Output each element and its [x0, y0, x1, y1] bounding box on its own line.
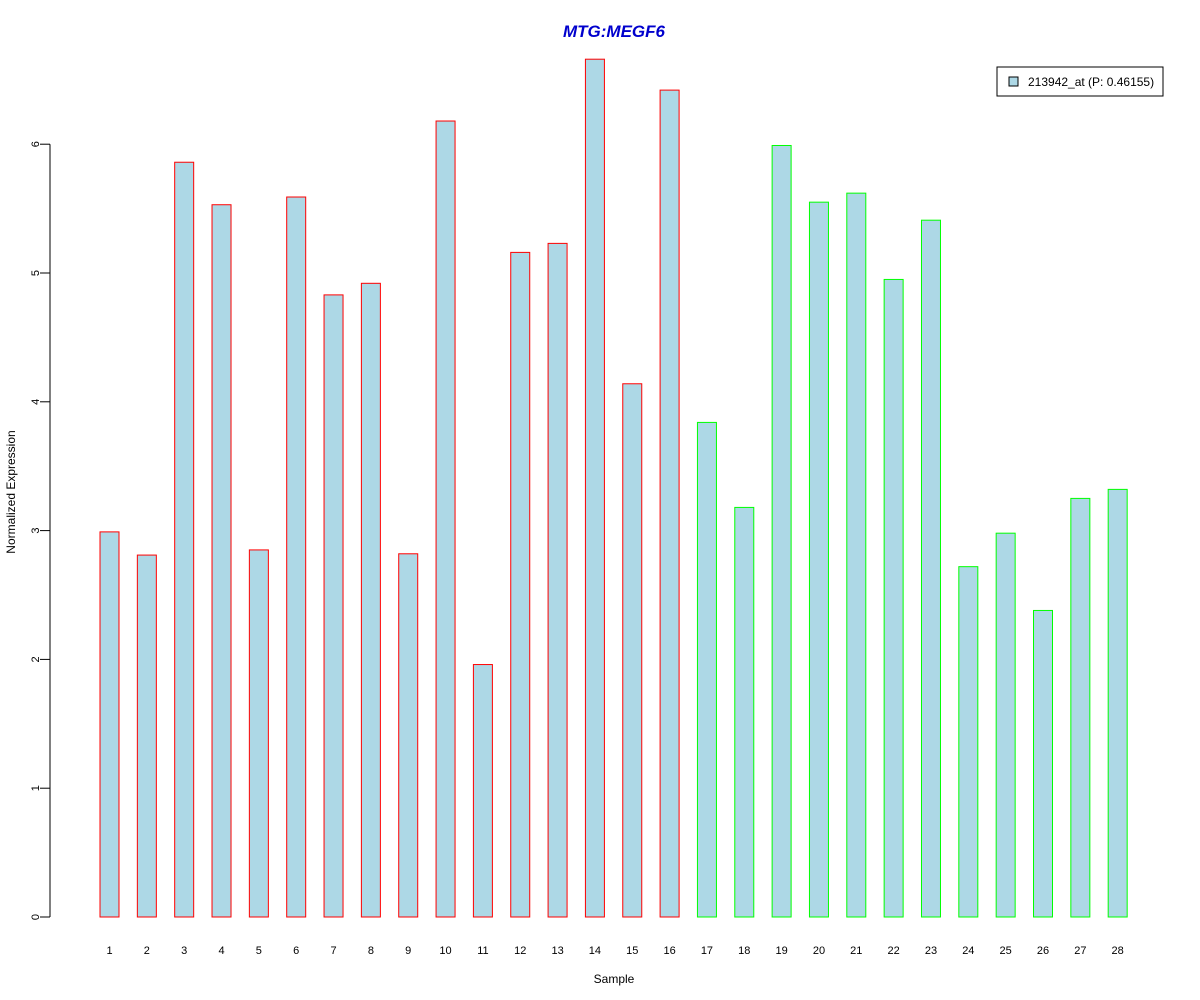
x-tick-label: 18 — [738, 945, 750, 957]
bar-sample-10 — [435, 120, 456, 918]
x-tick-labels: 1 2 3 4 5 6 7 8 9 10 11 12 13 14 15 16 17 18 19 20 21 22 23 24 2… — [106, 945, 1123, 957]
x-tick-label: 19 — [775, 945, 787, 957]
bar-sample-5 — [248, 549, 269, 918]
x-tick-label: 16 — [663, 945, 675, 957]
bar-sample-13 — [547, 242, 568, 918]
bar-sample-28 — [1107, 488, 1128, 918]
y-tick-label: 2 — [30, 656, 42, 662]
bar-sample-4 — [211, 204, 232, 918]
bar-sample-16 — [659, 89, 680, 918]
bar-sample-24 — [958, 566, 979, 918]
bar-sample-19 — [771, 144, 792, 918]
x-tick-label: 10 — [439, 945, 451, 957]
bar-sample-22 — [883, 278, 904, 918]
x-tick-label: 17 — [701, 945, 713, 957]
bar-sample-26 — [1033, 609, 1053, 918]
x-tick-label: 2 — [144, 945, 150, 957]
x-tick-label: 27 — [1074, 945, 1086, 957]
bar-sample-11 — [472, 664, 493, 918]
bar-sample-17 — [696, 421, 717, 918]
y-tick-label: 6 — [30, 141, 42, 147]
x-tick-label: 3 — [181, 945, 187, 957]
x-tick-label: 1 — [106, 945, 112, 957]
x-tick-label: 22 — [888, 945, 900, 957]
bar-sample-6 — [286, 196, 307, 918]
y-tick-label: 1 — [30, 785, 42, 791]
bar-sample-23 — [920, 219, 941, 918]
bar-sample-27 — [1070, 497, 1091, 918]
x-tick-label: 5 — [256, 945, 262, 957]
x-tick-label: 11 — [477, 945, 488, 957]
legend-box — [996, 66, 1164, 97]
bar-sample-3 — [174, 161, 195, 918]
y-tick-label: 0 — [30, 914, 42, 920]
x-tick-label: 28 — [1112, 945, 1124, 957]
x-tick-label: 4 — [218, 945, 224, 957]
legend-swatch — [1008, 76, 1019, 87]
bar-sample-7 — [323, 294, 344, 918]
y-tick-label: 3 — [30, 528, 42, 534]
x-tick-label: 23 — [925, 945, 937, 957]
legend-label: 213942_at (P: 0.46155) — [1028, 75, 1154, 89]
bar-sample-12 — [510, 251, 531, 918]
x-tick-label: 8 — [368, 945, 374, 957]
x-tick-label: 12 — [514, 945, 526, 957]
bar-sample-2 — [136, 554, 157, 918]
chart-title: MTG:MEGF6 — [563, 22, 666, 41]
bar-sample-15 — [622, 383, 643, 918]
bar-sample-8 — [360, 282, 381, 918]
y-axis-label: Normalized Expression — [4, 430, 18, 553]
x-tick-label: 9 — [405, 945, 411, 957]
x-tick-label: 7 — [330, 945, 336, 957]
bar-sample-1 — [99, 531, 120, 918]
y-axis: 0 1 2 3 4 5 6 — [30, 141, 51, 920]
x-tick-label: 15 — [626, 945, 638, 957]
y-tick-label: 4 — [30, 399, 42, 405]
x-tick-label: 6 — [293, 945, 299, 957]
bar-sample-18 — [734, 506, 755, 918]
x-tick-label: 24 — [962, 945, 974, 957]
bar-sample-14 — [584, 58, 605, 918]
bars-group — [99, 58, 1128, 918]
x-tick-label: 21 — [850, 945, 862, 957]
legend: 213942_at (P: 0.46155) — [996, 66, 1164, 97]
x-tick-label: 14 — [589, 945, 601, 957]
bar-sample-21 — [846, 192, 867, 918]
x-tick-label: 20 — [813, 945, 825, 957]
y-tick-label: 5 — [30, 270, 42, 276]
x-tick-label: 25 — [1000, 945, 1012, 957]
bar-sample-20 — [808, 201, 829, 918]
bar-sample-9 — [398, 553, 419, 918]
x-tick-label: 13 — [551, 945, 563, 957]
bar-sample-25 — [995, 532, 1016, 918]
x-tick-label: 26 — [1037, 945, 1049, 957]
x-axis-label: Sample — [594, 972, 635, 986]
